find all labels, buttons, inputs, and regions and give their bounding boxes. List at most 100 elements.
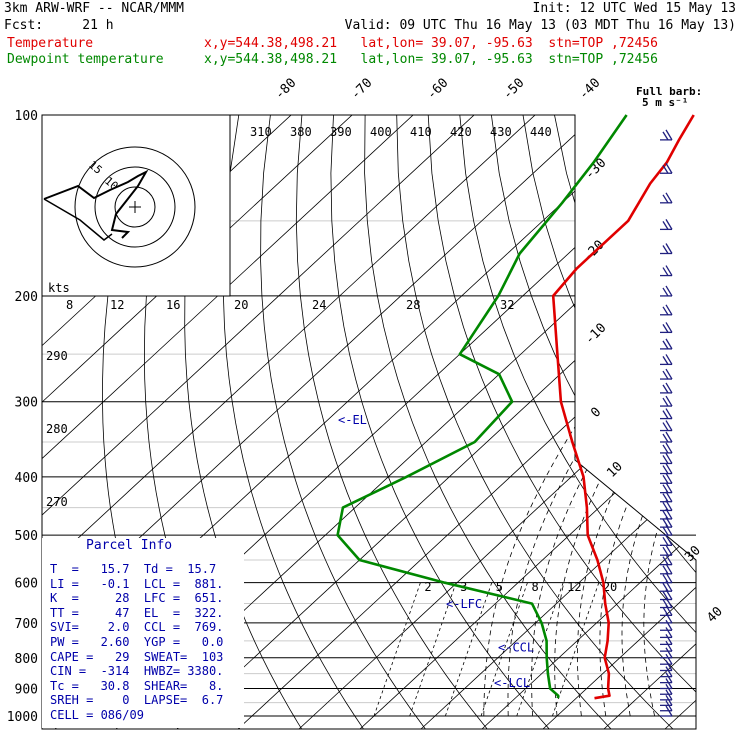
wind-barb-flag [665, 660, 673, 671]
isotherm-right-label: 0 [588, 405, 604, 421]
pressure-tick-label: 300 [15, 396, 38, 411]
wind-barb [660, 563, 673, 575]
speed-axis-label: 28 [406, 298, 420, 312]
hodograph-frame [41, 114, 231, 297]
wind-barb [660, 689, 673, 701]
speed-axis-label: 20 [234, 298, 248, 312]
wind-barb-flag [662, 370, 669, 380]
wind-barb-flag [665, 442, 673, 454]
wind-barb [660, 678, 673, 690]
moist-adiabat [621, 295, 696, 717]
wind-barb-flag [662, 131, 669, 141]
wind-barb-flag [665, 129, 673, 141]
wind-barb [660, 666, 673, 678]
wind-barb-flag [665, 605, 673, 616]
wind-barbs [660, 129, 673, 717]
wind-barb [660, 442, 673, 454]
barb-legend-line2: 5 m s⁻¹ [642, 96, 689, 109]
series-line [336, 114, 628, 699]
wind-barb-flag [665, 192, 673, 204]
moist-adiabat [507, 295, 687, 717]
wind-barb-flag [662, 422, 669, 431]
wind-barb-flag [662, 384, 669, 394]
wind-barb-flag [665, 678, 673, 689]
dry-adiabat [330, 115, 550, 729]
wind-barb [660, 354, 673, 366]
parcel-info-row: CAPE = 29 SWEAT= 103 [50, 649, 224, 664]
moist-adiabat [643, 295, 696, 717]
isotherm-line [42, 115, 566, 729]
mixing-ratio-label: 12 [567, 580, 581, 594]
mixing-ratio-label: 8 [531, 580, 538, 594]
wind-barb-flag [662, 546, 669, 556]
wind-barb-flag [662, 526, 669, 536]
wind-barb-flag [665, 634, 673, 645]
theta-label-top: 420 [450, 125, 472, 139]
parcel-info-title: Parcel Info [86, 538, 173, 553]
wind-barb [660, 162, 673, 174]
pressure-tick-label: 900 [15, 682, 38, 697]
wind-barb [660, 508, 673, 520]
theta-label-top: 380 [290, 125, 312, 139]
wind-barb-flag [662, 433, 669, 443]
wind-barb [660, 683, 673, 695]
wind-barb [660, 627, 673, 639]
isotherm-line [359, 115, 696, 729]
wind-barb [660, 534, 673, 546]
theta-label-top: 400 [370, 125, 392, 139]
wind-barb [660, 524, 673, 536]
wind-barb-flag [662, 574, 669, 584]
wind-barb-flag [662, 465, 669, 474]
wind-barb-flag [665, 472, 673, 484]
wind-barb [660, 382, 673, 394]
wind-barb [660, 129, 673, 141]
wind-barb-flag [662, 267, 669, 276]
wind-barb-flag [665, 653, 673, 665]
hodograph-trace [43, 169, 149, 239]
wind-barb-flag [662, 484, 669, 494]
wind-barb [660, 653, 673, 665]
theta-label-left: 270 [46, 495, 68, 509]
sounding-series: <-EL <-LFC <-CCL <-LCL [336, 114, 695, 700]
wind-barb [660, 322, 673, 334]
wind-barb [660, 705, 673, 717]
wind-barb-flag [665, 640, 673, 652]
dry-adiabat [648, 115, 696, 729]
wind-barb-flag [665, 395, 673, 407]
dry-adiabat [295, 115, 488, 729]
wind-barb-flag [662, 221, 669, 230]
wind-barb-flag [662, 397, 669, 407]
wind-barb-flag [662, 306, 669, 316]
isotherm-line [42, 115, 505, 729]
pressure-tick-label: 100 [15, 109, 38, 124]
pressure-tick-label: 1000 [7, 710, 38, 725]
wind-barb-flag [662, 340, 669, 350]
model-title: 3km ARW-WRF -- NCAR/MMM [4, 1, 185, 16]
isotherm-top-label: -40 [576, 76, 603, 103]
wind-barb-flag [665, 500, 673, 511]
wind-barb-flag [665, 666, 673, 677]
wind-barb-flag [665, 265, 673, 276]
wind-barb [660, 672, 673, 684]
parcel-info-row: LI = -0.1 LCL = 881. [50, 576, 224, 591]
isotherm-top-label: -50 [500, 76, 527, 103]
dewpoint-location: x,y=544.38,498.21 lat,lon= 39.07, -95.63… [204, 52, 658, 67]
wind-barb [660, 219, 673, 231]
dewpoint-legend: Dewpoint temperature [7, 52, 164, 67]
chart-frame [41, 114, 697, 730]
wind-barb-flag [662, 410, 669, 419]
wind-barb [660, 265, 673, 277]
wind-barb-flag [662, 582, 669, 592]
hodograph-ring [74, 146, 196, 268]
parcel-info-row: T = 15.7 Td = 15.7 [50, 562, 217, 576]
wind-barb-flag [665, 508, 673, 520]
parcel-info-panel: Parcel Info T = 15.7 Td = 15.7 LI = -0.1 … [42, 538, 244, 728]
wind-barb [660, 580, 673, 592]
wind-barb-flag [665, 382, 673, 394]
isotherm-line [481, 115, 696, 729]
wind-speed-label: 30 [682, 543, 704, 565]
mixing-ratio-line [373, 582, 421, 717]
parcel-info-row: TT = 47 EL = 322. [50, 605, 224, 620]
